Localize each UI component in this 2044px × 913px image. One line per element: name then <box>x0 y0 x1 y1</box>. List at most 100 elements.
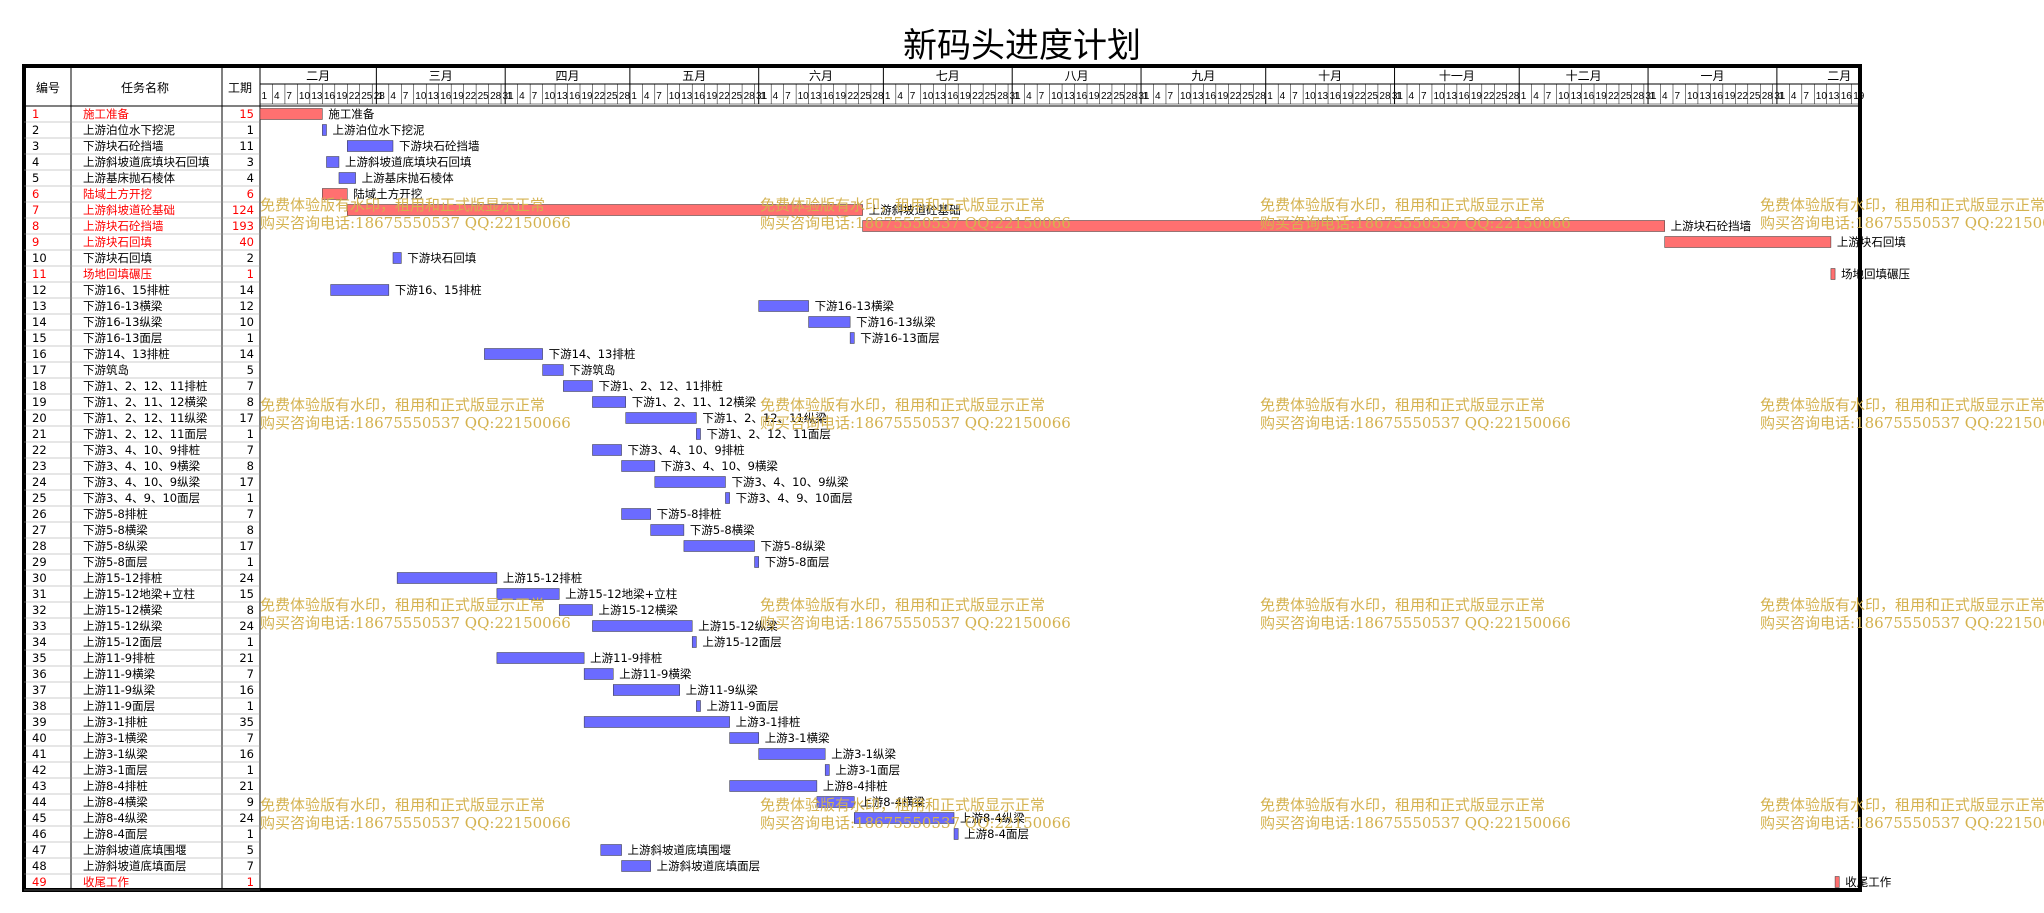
task-name: 下游筑岛 <box>83 363 129 377</box>
task-name: 上游块石砼挡墙 <box>83 219 164 233</box>
task-name: 上游泊位水下挖泥 <box>83 123 175 137</box>
watermark-line-2: 购买咨询电话:18675550537 QQ:22150066 <box>1760 214 2044 232</box>
task-number: 15 <box>32 331 47 345</box>
task-number: 29 <box>32 555 47 569</box>
day-tick-label: 10 <box>798 91 810 102</box>
task-name: 下游1、2、12、11面层 <box>83 427 207 441</box>
month-label: 十一月 <box>1439 69 1475 83</box>
task-bar <box>612 684 680 696</box>
task-duration: 1 <box>247 875 254 889</box>
task-number: 41 <box>32 747 47 761</box>
task-duration: 8 <box>247 459 254 473</box>
watermark-line-1: 免费体验版有水印，租用和正式版显示正常 <box>1260 196 1545 214</box>
task-duration: 7 <box>247 507 254 521</box>
month-label: 九月 <box>1191 69 1215 83</box>
day-tick-label: 4 <box>773 91 779 102</box>
task-name: 上游3-1排桩 <box>83 715 148 729</box>
task-number: 31 <box>32 587 47 601</box>
task-bar <box>592 620 693 632</box>
task-bar <box>654 476 726 488</box>
day-tick-label: 19 <box>1217 91 1229 102</box>
day-tick-label: 28 <box>1762 91 1774 102</box>
day-tick-label: 19 <box>582 91 594 102</box>
day-tick-label: 19 <box>706 91 718 102</box>
task-name: 下游16-13横梁 <box>83 299 163 313</box>
day-tick-label: 13 <box>1064 91 1076 102</box>
task-duration: 1 <box>247 827 254 841</box>
task-duration: 7 <box>247 379 254 393</box>
month-label: 四月 <box>556 69 580 83</box>
task-number: 17 <box>32 363 47 377</box>
task-bar-label: 上游块石回填 <box>1837 235 1906 249</box>
task-name: 上游11-9纵梁 <box>83 683 156 697</box>
task-bar <box>396 572 498 584</box>
day-tick-label: 13 <box>428 91 440 102</box>
chart-frame <box>22 64 1862 892</box>
task-bar-label: 陆域土方开挖 <box>353 187 422 201</box>
day-tick-label: 4 <box>897 91 903 102</box>
watermark-line-2: 购买咨询电话:18675550537 QQ:22150066 <box>260 814 571 832</box>
day-tick-label: 7 <box>1039 91 1045 102</box>
task-duration: 17 <box>239 411 254 425</box>
day-tick-label: 28 <box>490 91 502 102</box>
task-number: 45 <box>32 811 47 825</box>
day-tick-label: 28 <box>997 91 1009 102</box>
task-bar-label: 下游1、2、11、12横梁 <box>632 395 757 409</box>
task-number: 48 <box>32 859 47 873</box>
task-bars: 施工准备上游泊位水下挖泥下游块石砼挡墙上游斜坡道底填块石回填上游基床抛石棱体陆域… <box>259 107 1910 889</box>
task-bar-label: 下游16-13横梁 <box>815 299 895 313</box>
task-duration: 7 <box>247 667 254 681</box>
watermark-line-1: 免费体验版有水印，租用和正式版显示正常 <box>1760 196 2044 214</box>
task-number: 32 <box>32 603 47 617</box>
day-tick-label: 4 <box>644 91 650 102</box>
task-bar <box>392 252 402 264</box>
task-bar <box>583 716 730 728</box>
month-label: 六月 <box>809 69 833 83</box>
task-number: 2 <box>32 123 39 137</box>
task-bar <box>621 508 651 520</box>
task-bar <box>496 652 585 664</box>
watermark-line-2: 购买咨询电话:18675550537 QQ:22150066 <box>260 414 571 432</box>
day-tick-label: 31 <box>503 91 515 102</box>
task-name: 下游16-13纵梁 <box>83 315 163 329</box>
day-tick-label: 13 <box>1192 91 1204 102</box>
task-bar-label: 下游5-8横梁 <box>690 523 755 537</box>
task-number: 49 <box>32 875 47 889</box>
day-tick-label: 19 <box>1853 91 1865 102</box>
month-label: 五月 <box>682 69 706 83</box>
task-duration: 24 <box>239 619 254 633</box>
task-bar <box>338 172 356 184</box>
task-name: 下游16、15排桩 <box>83 283 170 297</box>
day-tick-label: 22 <box>1483 91 1495 102</box>
task-name: 上游11-9排桩 <box>83 651 155 665</box>
task-bar <box>683 540 755 552</box>
day-tick-label: 31 <box>1392 91 1404 102</box>
day-tick-label: 25 <box>1242 91 1254 102</box>
task-bar-label: 下游1、2、12、11纵梁 <box>702 411 827 425</box>
watermark-line-1: 免费体验版有水印，租用和正式版显示正常 <box>760 596 1045 614</box>
day-tick-label: 19 <box>336 91 348 102</box>
task-duration: 35 <box>239 715 254 729</box>
watermark-line-2: 购买咨询电话:18675550537 QQ:22150066 <box>260 614 571 632</box>
task-bar-label: 下游1、2、12、11面层 <box>707 427 831 441</box>
task-bar-label: 上游斜坡道砼基础 <box>869 203 961 217</box>
task-number: 26 <box>32 507 47 521</box>
task-bar <box>758 300 809 312</box>
task-bar <box>953 828 959 840</box>
day-tick-label: 10 <box>1558 91 1570 102</box>
day-tick-label: 28 <box>1633 91 1645 102</box>
day-tick-label: 22 <box>719 91 731 102</box>
task-bar <box>849 332 855 344</box>
task-bar-label: 上游11-9横梁 <box>619 667 692 681</box>
task-number: 14 <box>32 315 47 329</box>
day-tick-label: 10 <box>1180 91 1192 102</box>
task-bar-label: 上游11-9面层 <box>707 699 779 713</box>
task-number: 1 <box>32 107 39 121</box>
day-tick-label: 1 <box>507 91 513 102</box>
task-duration: 16 <box>239 683 254 697</box>
task-bar-label: 下游块石砼挡墙 <box>399 139 480 153</box>
day-tick-label: 22 <box>1230 91 1242 102</box>
task-bar-label: 下游1、2、12、11排桩 <box>598 379 722 393</box>
task-duration: 8 <box>247 603 254 617</box>
